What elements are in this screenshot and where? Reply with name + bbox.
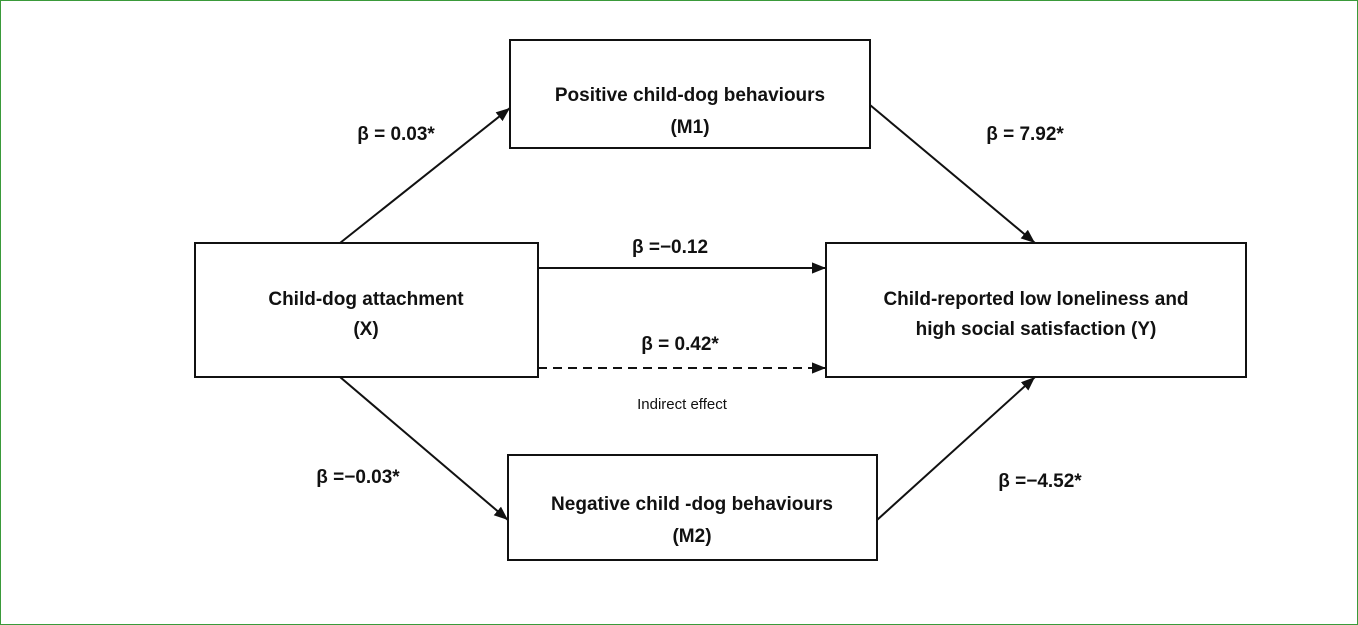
node-label: (M1) (670, 117, 709, 138)
arrow (869, 104, 1036, 244)
edge-label: β =−4.52* (998, 471, 1082, 492)
node-box (509, 39, 871, 149)
edge-label: β = 0.42* (641, 334, 719, 355)
arrow (339, 376, 509, 521)
node-label: Child-reported low loneliness and (883, 289, 1188, 310)
node-label: Negative child -dog behaviours (551, 494, 833, 515)
edge-note: Indirect effect (637, 396, 728, 413)
node-box (194, 242, 539, 378)
edge-label: β = 7.92* (986, 124, 1064, 145)
node-label: (M2) (672, 526, 711, 547)
node-label: (X) (353, 319, 378, 340)
node-label: high social satisfaction (Y) (916, 319, 1157, 340)
arrow (876, 376, 1036, 521)
node-box (825, 242, 1247, 378)
edge-label: β =−0.12 (632, 237, 708, 258)
node-box (507, 454, 878, 561)
node-label: Child-dog attachment (268, 289, 464, 310)
node-label: Positive child-dog behaviours (555, 85, 825, 106)
arrow (339, 107, 511, 244)
edge-label: β =−0.03* (316, 467, 400, 488)
edge-label: β = 0.03* (357, 124, 435, 145)
